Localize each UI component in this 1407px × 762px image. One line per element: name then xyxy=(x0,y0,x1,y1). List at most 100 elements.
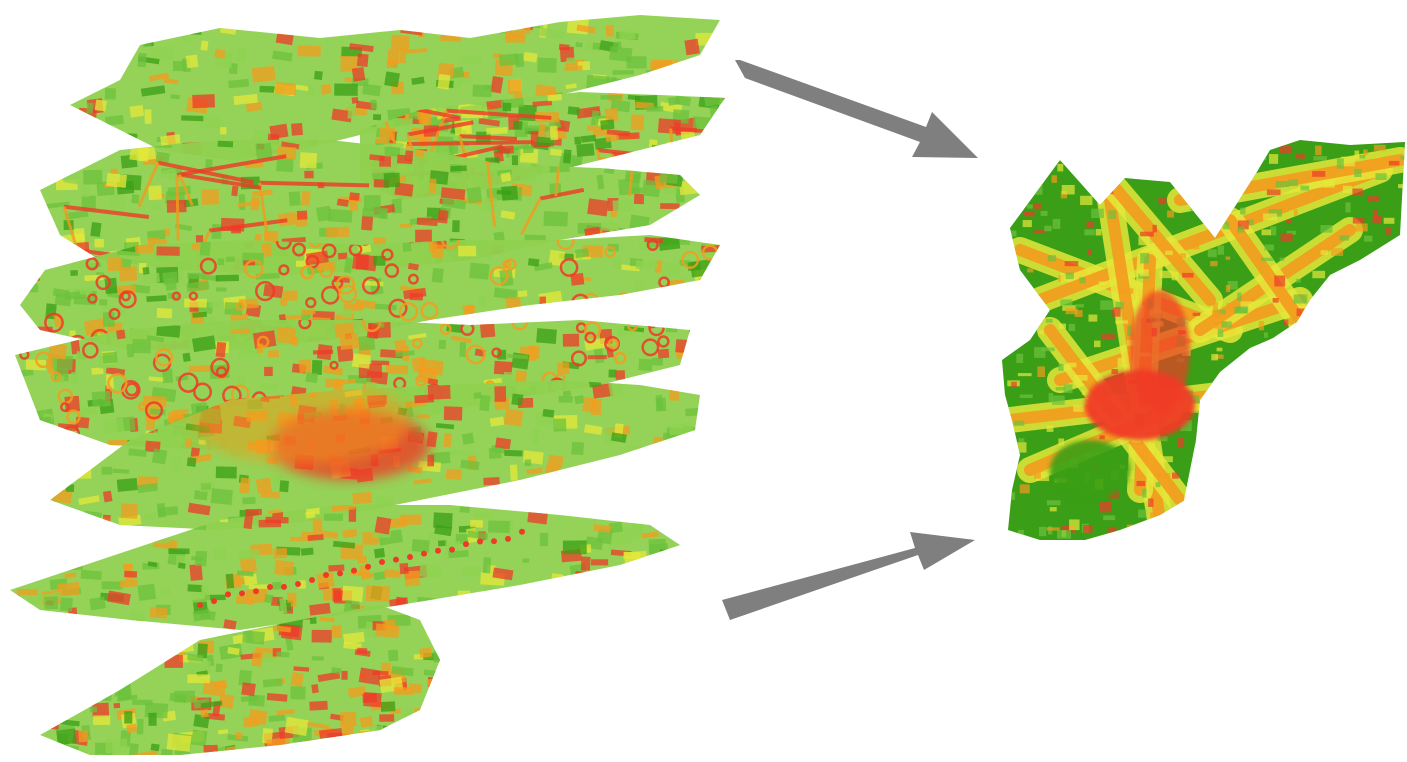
result-cell xyxy=(1355,416,1360,424)
result-cell xyxy=(1403,255,1405,262)
layer-cell xyxy=(61,512,80,521)
layer-cell xyxy=(46,201,70,209)
road-buffer-line xyxy=(258,182,271,247)
result-cell xyxy=(1067,362,1077,368)
result-cell xyxy=(1068,323,1076,332)
result-cell xyxy=(1158,473,1171,478)
layer-cell xyxy=(423,150,441,163)
layer-cell xyxy=(596,174,605,190)
layer-cell xyxy=(591,303,615,316)
layer-cell xyxy=(501,185,519,201)
result-cell xyxy=(1222,221,1230,230)
layer-cell xyxy=(660,203,680,210)
layer-cell xyxy=(613,474,632,487)
layer-cell xyxy=(393,687,415,695)
layer-cell xyxy=(199,115,221,128)
result-cell xyxy=(1214,321,1228,329)
layer-cell xyxy=(49,626,74,630)
layer-cell xyxy=(351,96,359,104)
result-cell xyxy=(1038,526,1047,537)
result-cell xyxy=(1260,257,1274,261)
layer-cell xyxy=(688,323,690,336)
layer-cell xyxy=(121,644,146,663)
road-buffer-line xyxy=(407,140,534,147)
layer-cell xyxy=(56,375,65,384)
result-cell xyxy=(1018,280,1023,284)
layer-cell xyxy=(261,242,273,258)
layer-cell xyxy=(347,685,367,699)
layer-cell xyxy=(605,25,615,37)
result-cell xyxy=(1049,507,1057,512)
result-cell xyxy=(1002,337,1006,348)
layer-cell xyxy=(438,703,440,715)
layer-cell xyxy=(500,210,516,220)
result-cell xyxy=(1199,537,1204,540)
layer-cell xyxy=(184,438,193,448)
layer-cell xyxy=(78,140,97,148)
point-buffer xyxy=(95,274,111,291)
layer-cell xyxy=(179,15,200,24)
result-cell xyxy=(1113,160,1123,166)
layer-cell xyxy=(493,287,518,301)
layer-cell xyxy=(238,669,253,687)
layer-cell xyxy=(507,78,522,95)
layer-cell xyxy=(187,653,204,662)
layer-cell xyxy=(493,360,513,376)
layer-cell xyxy=(441,197,467,210)
layer-cell xyxy=(91,147,100,157)
point-buffer xyxy=(407,273,419,285)
layer-cell xyxy=(536,501,547,512)
layer-cell xyxy=(101,64,123,73)
layer-cell xyxy=(39,335,57,345)
result-cell xyxy=(1227,280,1238,290)
road-buffer-line xyxy=(178,173,194,207)
layer-cell xyxy=(264,594,274,604)
result-cell xyxy=(1291,409,1301,420)
layer-cell xyxy=(91,629,112,630)
result-cell xyxy=(1336,158,1344,169)
layer-cell xyxy=(75,32,95,48)
layer-cell xyxy=(268,714,286,723)
result-cell xyxy=(1017,529,1024,538)
layer-cell xyxy=(311,629,332,643)
layer-cell xyxy=(570,272,585,286)
layer-cell xyxy=(200,585,209,595)
layer-cell xyxy=(435,727,440,745)
layer-cell xyxy=(539,27,565,40)
result-cell xyxy=(1133,527,1145,534)
result-cell xyxy=(1335,511,1342,522)
layer-cell xyxy=(215,287,227,292)
layer-cell xyxy=(113,34,128,52)
layer-cell xyxy=(364,740,387,755)
point-buffer xyxy=(87,293,98,304)
result-cell xyxy=(1352,188,1363,196)
layer-cell xyxy=(685,407,700,417)
layer-cell xyxy=(159,587,171,596)
result-cell xyxy=(1052,218,1061,229)
layer-cell xyxy=(15,514,32,527)
layer-cell xyxy=(81,187,90,198)
result-cell xyxy=(1398,184,1405,189)
point-buffer xyxy=(629,296,647,314)
road-buffer-line xyxy=(208,218,288,233)
result-cell xyxy=(1057,163,1064,172)
layer-cell xyxy=(39,512,49,526)
layer-cell xyxy=(575,42,583,48)
layer-cell xyxy=(301,308,316,316)
layer-cell xyxy=(631,475,649,494)
result-cell xyxy=(1240,207,1246,215)
result-cell xyxy=(1247,499,1253,504)
layer-cell xyxy=(311,360,323,375)
layer-cell xyxy=(438,746,440,753)
layer-cell xyxy=(709,190,722,200)
layer-cell xyxy=(101,691,109,701)
layer-cell xyxy=(384,146,401,157)
layer-cell xyxy=(342,585,364,603)
result-hotspot xyxy=(1130,290,1190,410)
result-cell xyxy=(1060,190,1068,199)
layer-cell xyxy=(124,711,133,724)
layer-cell xyxy=(129,104,145,118)
layer-cell xyxy=(187,502,211,516)
layer-cell xyxy=(326,226,350,238)
layer-cell xyxy=(666,320,678,333)
